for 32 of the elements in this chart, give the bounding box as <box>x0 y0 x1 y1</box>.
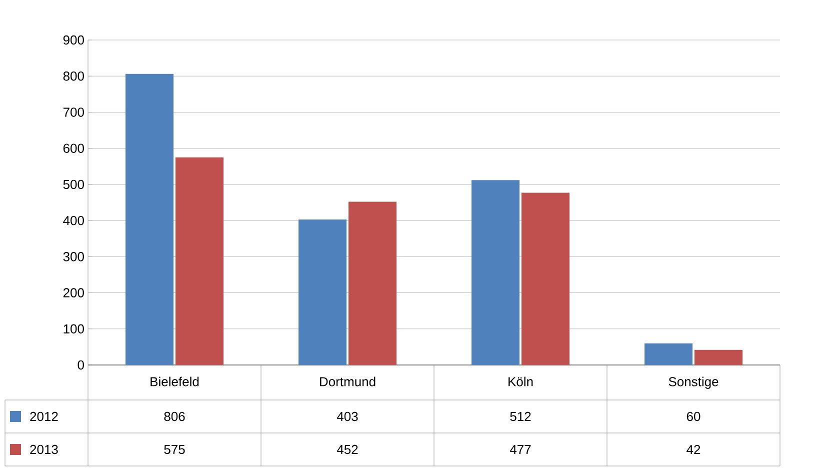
data-label: 806 <box>164 412 185 422</box>
y-tick-label: 100 <box>64 324 84 334</box>
bar <box>176 157 224 365</box>
bar <box>694 350 742 365</box>
y-tick-label: 600 <box>63 144 84 153</box>
bar <box>472 180 520 365</box>
data-label: 575 <box>164 444 185 454</box>
y-tick-label: 500 <box>63 180 84 190</box>
data-label: 42 <box>686 444 700 454</box>
legend-label: 2013 <box>30 444 58 454</box>
bar <box>522 192 570 365</box>
bar <box>298 219 347 365</box>
bar <box>644 343 693 365</box>
y-tick-label: 900 <box>63 35 84 45</box>
data-label: 452 <box>336 444 358 454</box>
legend-label: 2012 <box>30 412 58 422</box>
y-tick-label: 0 <box>78 360 84 370</box>
y-tick-label: 400 <box>63 216 84 226</box>
bar <box>126 74 174 365</box>
x-tick-label: Dortmund <box>320 376 376 386</box>
data-label: 512 <box>510 412 531 422</box>
x-tick-label: Köln <box>508 376 533 386</box>
data-label: 477 <box>510 445 531 454</box>
x-tick-label: Sonstige <box>668 376 718 389</box>
y-tick-label: 300 <box>63 252 84 262</box>
y-tick-label: 800 <box>63 72 84 81</box>
y-tick-label: 200 <box>63 288 84 298</box>
x-tick-label: Bielefeld <box>150 376 199 386</box>
data-label: 403 <box>336 412 358 422</box>
bar <box>348 202 396 365</box>
data-label: 60 <box>686 412 700 422</box>
y-tick-label: 700 <box>63 108 84 117</box>
